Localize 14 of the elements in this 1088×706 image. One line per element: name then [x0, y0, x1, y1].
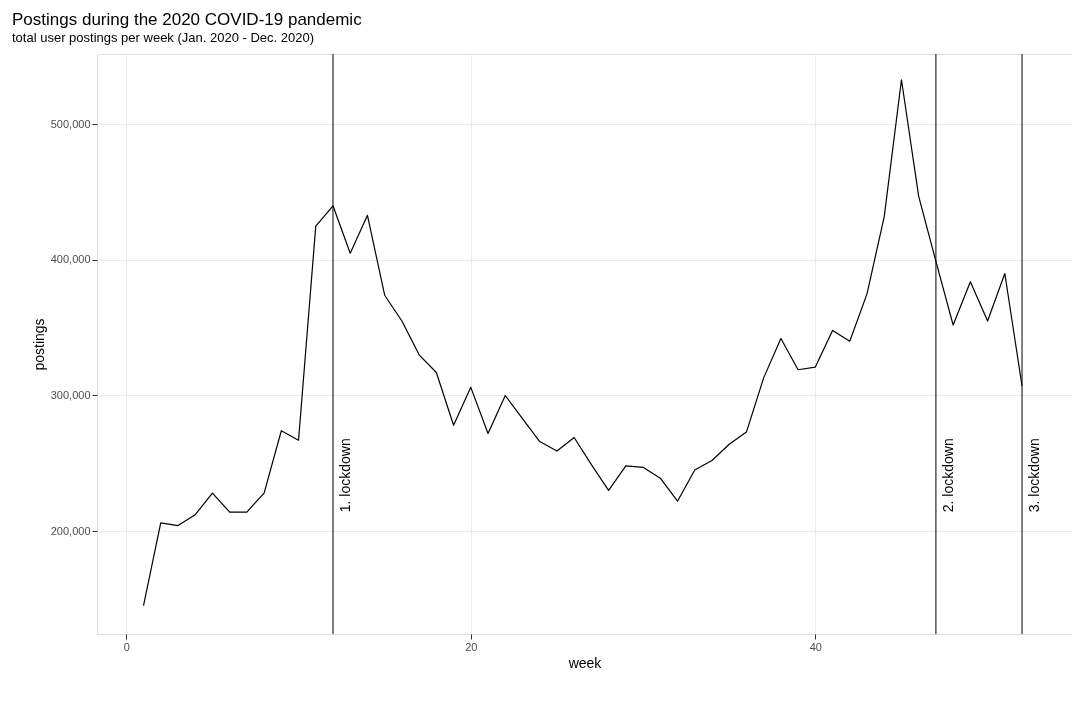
y-axis-title: postings — [30, 318, 47, 371]
y-tick-label: 200,000 — [50, 524, 91, 537]
x-axis-title: week — [567, 654, 603, 671]
chart-subtitle: total user postings per week (Jan. 2020 - Dec. 2020) — [12, 29, 315, 45]
ref-line-label: 1. lockdown — [337, 438, 353, 513]
y-tick-label: 300,000 — [50, 389, 91, 401]
chart-title: Postings during the 2020 COVID-19 pandemic — [12, 9, 363, 29]
ref-line-label: 3. lockdown — [1026, 438, 1043, 513]
ref-line-label: 2. lockdown — [939, 438, 956, 513]
x-tick-label: 0 — [123, 640, 130, 653]
x-tick-label: 20 — [465, 640, 478, 653]
y-tick-label: 400,000 — [50, 253, 91, 266]
y-tick-label: 500,000 — [50, 117, 91, 130]
x-tick-label: 40 — [809, 640, 822, 653]
